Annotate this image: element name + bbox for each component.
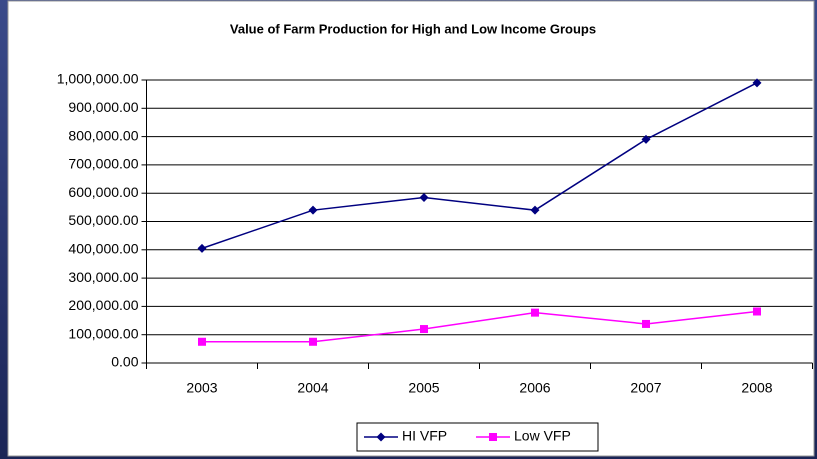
data-point bbox=[309, 337, 317, 346]
y-tick-label: 100,000.00 bbox=[68, 325, 138, 341]
y-tick-label: 500,000.00 bbox=[68, 212, 138, 228]
data-point bbox=[531, 308, 539, 317]
y-tick-label: 300,000.00 bbox=[68, 269, 138, 285]
x-tick-label: 2006 bbox=[519, 380, 550, 396]
legend-marker bbox=[376, 432, 386, 442]
y-tick-label: 200,000.00 bbox=[68, 297, 138, 313]
data-point bbox=[419, 192, 429, 202]
series-line bbox=[201, 82, 758, 250]
data-point bbox=[641, 134, 651, 144]
data-point bbox=[642, 319, 650, 328]
data-point bbox=[308, 205, 318, 215]
chart-title: Value of Farm Production for High and Lo… bbox=[230, 21, 596, 36]
y-tick-label: 1,000,000.00 bbox=[57, 71, 139, 87]
data-point bbox=[420, 325, 428, 334]
x-tick-label: 2003 bbox=[186, 380, 217, 396]
legend-label: Low VFP bbox=[514, 428, 571, 444]
y-tick-label: 700,000.00 bbox=[68, 156, 138, 172]
y-tick-label: 900,000.00 bbox=[68, 99, 138, 115]
series-line bbox=[202, 310, 758, 343]
legend-marker bbox=[489, 433, 497, 441]
chart-area bbox=[7, 0, 815, 457]
data-point bbox=[530, 205, 540, 215]
data-point bbox=[752, 78, 762, 88]
x-tick-label: 2005 bbox=[408, 380, 439, 396]
y-tick-label: 800,000.00 bbox=[68, 127, 138, 143]
x-tick-label: 2004 bbox=[297, 380, 328, 396]
y-tick-label: 0.00 bbox=[111, 354, 138, 370]
data-point bbox=[753, 307, 761, 316]
y-tick-label: 600,000.00 bbox=[68, 184, 138, 200]
y-tick-label: 400,000.00 bbox=[68, 241, 138, 257]
data-point bbox=[197, 243, 207, 253]
x-tick-label: 2008 bbox=[741, 380, 772, 396]
legend-label: HI VFP bbox=[402, 428, 447, 444]
x-tick-label: 2007 bbox=[630, 380, 661, 396]
data-point bbox=[198, 337, 206, 346]
